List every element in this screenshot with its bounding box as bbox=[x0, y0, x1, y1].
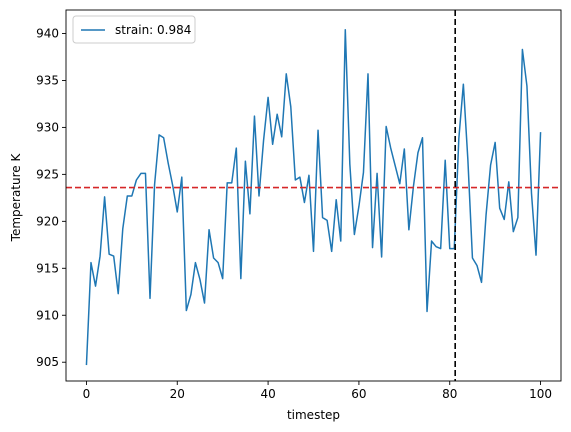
y-tick-label: 935 bbox=[36, 73, 59, 87]
legend: strain: 0.984 bbox=[72, 15, 196, 44]
axes-frame bbox=[65, 9, 562, 382]
legend-label: strain: 0.984 bbox=[115, 23, 191, 37]
series-line-0 bbox=[85, 28, 542, 366]
x-tick-label: 80 bbox=[442, 387, 457, 401]
y-tick-label: 940 bbox=[36, 26, 59, 40]
y-axis-label: Temperature K bbox=[9, 153, 23, 243]
y-axis: 905 910 915 920 925 930 935 940 bbox=[36, 26, 66, 369]
x-tick-label: 0 bbox=[83, 387, 91, 401]
y-tick-label: 915 bbox=[36, 261, 59, 275]
y-tick-label: 925 bbox=[36, 167, 59, 181]
x-tick-label: 100 bbox=[529, 387, 552, 401]
x-tick-label: 20 bbox=[170, 387, 185, 401]
x-axis: 0 20 40 60 80 100 bbox=[83, 381, 552, 401]
y-tick-label: 905 bbox=[36, 355, 59, 369]
y-tick-label: 920 bbox=[36, 214, 59, 228]
y-tick-label: 910 bbox=[36, 308, 59, 322]
x-axis-label: timestep bbox=[287, 408, 340, 422]
legend-box bbox=[72, 15, 196, 44]
y-tick-label: 930 bbox=[36, 120, 59, 134]
plot-area bbox=[65, 9, 562, 382]
x-tick-label: 60 bbox=[351, 387, 366, 401]
x-tick-label: 40 bbox=[260, 387, 275, 401]
